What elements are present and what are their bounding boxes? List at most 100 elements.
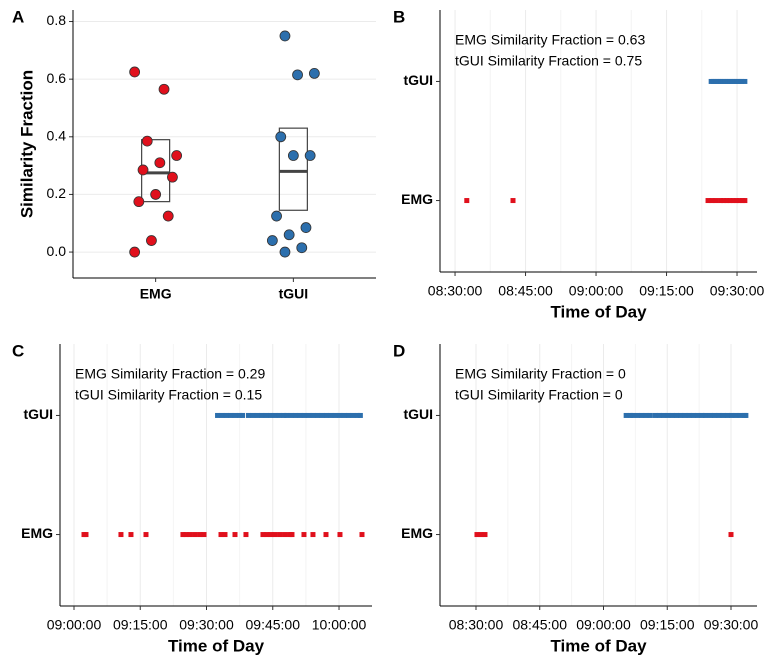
point [137,164,149,176]
event [643,412,649,418]
event [656,412,662,418]
point [129,66,141,78]
event [724,412,730,418]
event [263,412,269,418]
event [357,412,363,418]
event [661,412,667,418]
point [162,210,174,222]
event [678,412,684,418]
x-tick-label: tGUI [279,286,309,302]
event [243,532,249,538]
point [167,171,178,183]
event [260,532,266,538]
annotation: tGUI Similarity Fraction = 0.15 [75,387,262,403]
point [300,222,312,233]
y-tick-label: EMG [401,191,433,207]
event [639,412,645,418]
event [652,412,658,418]
event [297,412,303,418]
event [482,532,488,538]
point [133,196,145,208]
x-tick-label: 09:30:00 [710,283,765,299]
event [742,198,748,204]
x-axis-title: Time of Day [550,636,647,655]
event [703,412,709,418]
event [143,532,149,538]
x-tick-label: 08:30:00 [449,617,504,633]
event [669,412,675,418]
event [201,532,207,538]
event [673,412,679,418]
x-tick-label: 09:45:00 [246,617,301,633]
event [268,412,274,418]
y-tick-label: tGUI [403,72,433,88]
event [733,412,739,418]
point [304,150,316,161]
event [328,412,334,418]
event [259,412,265,418]
event [730,198,736,204]
event [222,532,228,538]
event [240,412,246,418]
event [727,198,733,204]
point [129,246,141,258]
point [271,210,282,222]
event [268,532,274,538]
event [83,532,89,538]
event [341,412,347,418]
box [278,127,308,211]
event [323,532,329,538]
panel-label: D [393,341,405,360]
event [359,532,365,538]
panel-label: A [12,7,24,26]
event [276,412,282,418]
event [721,198,727,204]
event [301,532,307,538]
x-tick-label: 09:15:00 [640,617,695,633]
x-tick-label: 09:00:00 [569,283,624,299]
event [739,78,745,84]
event [272,532,278,538]
point [150,189,162,200]
x-tick-label: 09:30:00 [704,617,759,633]
point [296,242,308,254]
y-tick-label: EMG [21,525,53,541]
panel-label: B [393,7,405,26]
panel-label: C [12,341,24,360]
event [301,412,307,418]
event [474,532,480,538]
point [158,83,170,95]
point [292,69,303,81]
event [232,532,238,538]
x-axis-title: Time of Day [168,636,265,655]
event [310,532,316,538]
y-tick-label: EMG [401,525,433,541]
event [724,198,730,204]
event [682,412,688,418]
event [699,412,705,418]
event [346,412,352,418]
event [250,412,256,418]
y-tick-label: tGUI [23,406,53,422]
event [690,412,696,418]
event [720,412,726,418]
y-tick-label: 0.0 [47,243,67,259]
annotation: EMG Similarity Fraction = 0.63 [455,32,645,48]
event [736,198,742,204]
event [630,412,636,418]
x-tick-label: 09:00:00 [576,617,631,633]
event [293,412,299,418]
event [707,412,713,418]
point [171,150,183,161]
event [623,412,629,418]
event [281,412,287,418]
x-axis-title: Time of Day [550,302,647,321]
point [275,131,287,143]
point [266,235,278,246]
event [647,412,653,418]
event [737,412,743,418]
event [713,198,719,204]
event [264,532,270,538]
x-tick-label: 09:15:00 [639,283,694,299]
